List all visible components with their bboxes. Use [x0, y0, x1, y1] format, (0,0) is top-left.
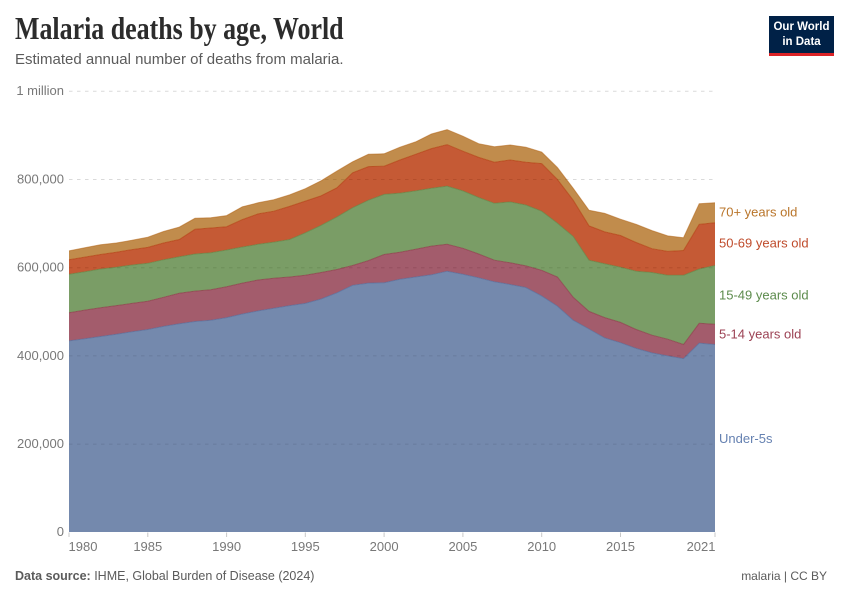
svg-text:50-69 years old: 50-69 years old — [719, 236, 809, 251]
svg-text:2021: 2021 — [687, 539, 716, 554]
svg-text:70+ years old: 70+ years old — [719, 205, 797, 220]
svg-text:600,000: 600,000 — [17, 260, 64, 275]
svg-text:1995: 1995 — [291, 539, 320, 554]
svg-text:2010: 2010 — [527, 539, 556, 554]
svg-text:2005: 2005 — [448, 539, 477, 554]
svg-text:1 million: 1 million — [16, 83, 64, 98]
svg-text:2015: 2015 — [606, 539, 635, 554]
svg-text:15-49 years old: 15-49 years old — [719, 288, 809, 303]
svg-text:200,000: 200,000 — [17, 436, 64, 451]
svg-text:Under-5s: Under-5s — [719, 431, 773, 446]
svg-text:5-14 years old: 5-14 years old — [719, 327, 801, 342]
svg-text:1985: 1985 — [133, 539, 162, 554]
svg-text:0: 0 — [57, 524, 64, 539]
svg-text:2000: 2000 — [370, 539, 399, 554]
svg-text:1990: 1990 — [212, 539, 241, 554]
svg-text:1980: 1980 — [69, 539, 98, 554]
svg-text:400,000: 400,000 — [17, 348, 64, 363]
svg-text:800,000: 800,000 — [17, 172, 64, 187]
